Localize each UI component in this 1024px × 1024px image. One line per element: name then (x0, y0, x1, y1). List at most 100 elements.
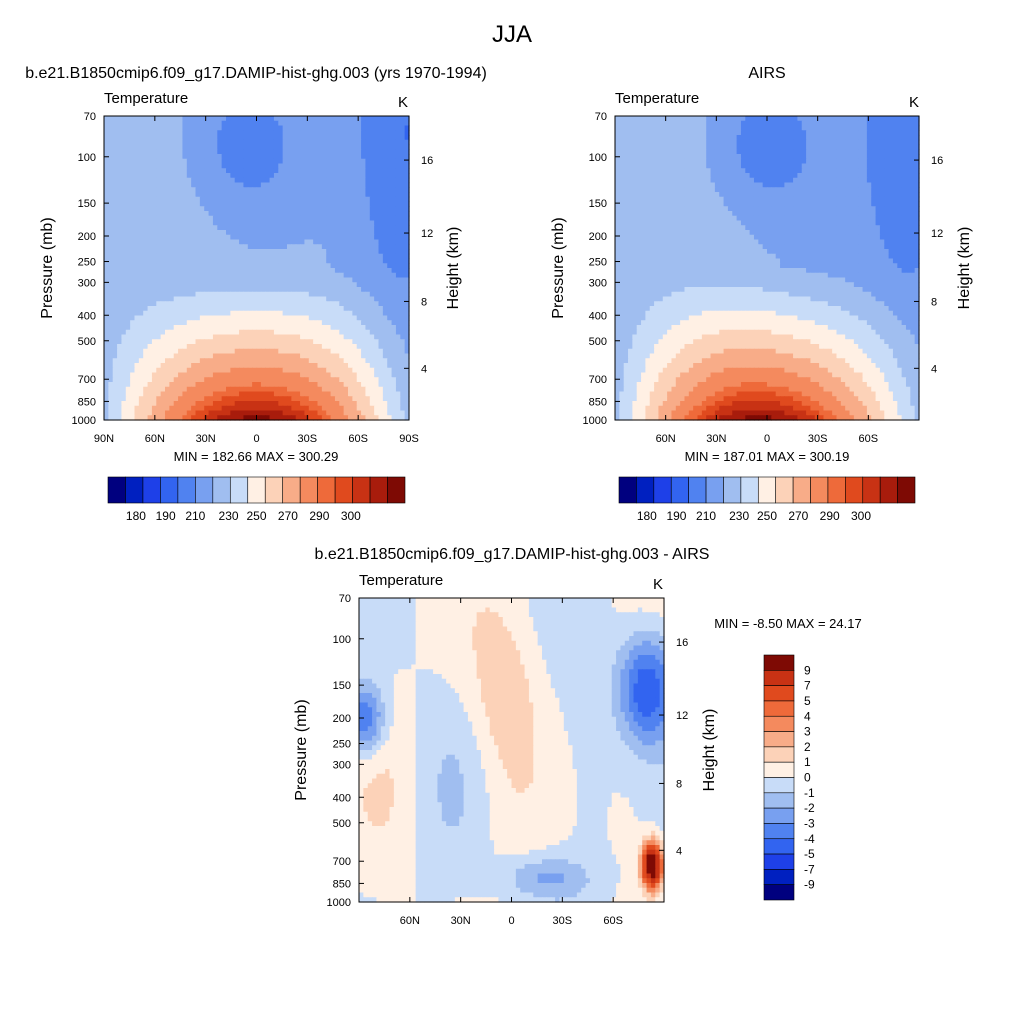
contour-cell (321, 135, 327, 141)
contour-cell (330, 291, 336, 298)
contour-cell (252, 344, 258, 350)
contour-cell (330, 177, 336, 184)
contour-cell (387, 116, 393, 122)
contour-cell (265, 391, 271, 397)
contour-cell (282, 139, 288, 146)
contour-cell (749, 116, 755, 122)
contour-cell (321, 182, 327, 188)
contour-cell (265, 301, 271, 307)
contour-cell (278, 396, 284, 402)
contour-cell (151, 220, 157, 226)
contour-cell (212, 415, 218, 421)
contour-cell (134, 315, 140, 321)
contour-cell (143, 306, 149, 312)
contour-cell (247, 225, 253, 231)
contour-cell (165, 306, 170, 312)
contour-cell (361, 339, 367, 345)
contour-cell (191, 329, 197, 336)
contour-cell (295, 391, 301, 397)
contour-cell (343, 211, 349, 217)
contour-cell (378, 363, 384, 369)
contour-cell (243, 382, 249, 388)
contour-cell (239, 334, 245, 340)
contour-cell (130, 187, 136, 193)
contour-cell (125, 272, 131, 279)
contour-cell (173, 201, 179, 207)
contour-cell (256, 192, 262, 198)
contour-cell (321, 244, 327, 250)
contour-cell (178, 125, 184, 131)
contour-cell (234, 258, 240, 264)
contour-cell (369, 139, 375, 146)
contour-cell (117, 348, 123, 355)
contour-cell (387, 334, 393, 340)
contour-cell (226, 325, 231, 331)
contour-cell (182, 344, 188, 350)
contour-cell (667, 120, 673, 127)
contour-cell (849, 139, 855, 146)
contour-cell (104, 377, 109, 383)
contour-cell (199, 196, 205, 203)
contour-cell (291, 158, 297, 165)
contour-cell (182, 130, 188, 136)
contour-cell (230, 320, 236, 326)
contour-cell (378, 149, 384, 155)
contour-cell (182, 382, 188, 388)
contour-cell (326, 177, 332, 184)
contour-cell (212, 410, 218, 416)
contour-cell (775, 135, 781, 141)
contour-cell (326, 329, 332, 336)
contour-cell (273, 187, 279, 193)
contour-cell (173, 125, 179, 131)
contour-cell (330, 377, 336, 383)
contour-cell (282, 287, 288, 293)
contour-cell (260, 135, 266, 141)
contour-cell (339, 220, 345, 226)
contour-cell (304, 230, 310, 236)
contour-cell (160, 410, 166, 416)
contour-cell (278, 315, 284, 321)
contour-cell (108, 339, 114, 345)
contour-cell (321, 358, 327, 364)
contour-cell (252, 415, 258, 421)
contour-cell (156, 211, 162, 217)
contour-cell (361, 268, 367, 274)
contour-cell (836, 135, 842, 141)
contour-cell (182, 149, 188, 155)
contour-cell (108, 116, 114, 122)
contour-cell (321, 401, 327, 407)
contour-cell (395, 244, 401, 250)
contour-cell (112, 135, 118, 141)
contour-cell (330, 386, 336, 393)
contour-cell (230, 405, 236, 412)
contour-cell (138, 206, 144, 212)
contour-cell (400, 348, 406, 355)
contour-cell (356, 253, 362, 260)
contour-cell (273, 310, 279, 317)
contour-cell (356, 249, 362, 255)
contour-cell (173, 154, 179, 160)
contour-cell (300, 301, 306, 307)
contour-cell (866, 130, 872, 136)
contour-cell (260, 282, 266, 288)
contour-cell (208, 363, 214, 369)
contour-cell (247, 149, 253, 155)
contour-cell (365, 277, 371, 283)
contour-cell (330, 168, 336, 174)
contour-cell (374, 301, 380, 307)
contour-cell (348, 348, 353, 355)
contour-cell (321, 315, 327, 321)
contour-cell (121, 291, 127, 298)
contour-cell (156, 268, 162, 274)
contour-cell (273, 296, 279, 302)
contour-cell (269, 396, 275, 402)
contour-cell (108, 344, 114, 350)
contour-cell (404, 320, 410, 326)
contour-cell (104, 163, 109, 169)
contour-cell (391, 363, 397, 369)
contour-cell (143, 253, 149, 260)
contour-cell (252, 353, 258, 359)
contour-cell (753, 130, 759, 136)
contour-cell (339, 382, 345, 388)
contour-cell (391, 211, 397, 217)
